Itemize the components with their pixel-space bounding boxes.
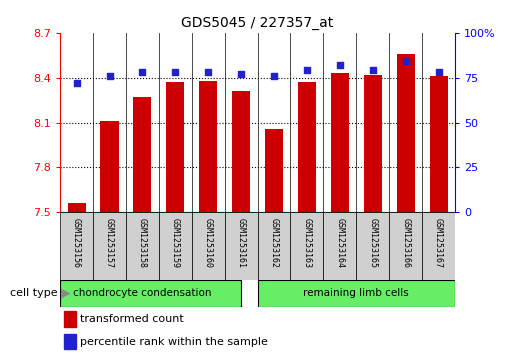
Point [369, 68, 377, 73]
Text: GSM1253163: GSM1253163 [302, 218, 311, 268]
Bar [363, 74, 382, 212]
Bar [199, 81, 217, 212]
Text: GSM1253159: GSM1253159 [171, 218, 180, 268]
Point [72, 80, 81, 86]
Bar [93, 212, 126, 280]
Point [105, 73, 113, 79]
Bar [60, 212, 93, 280]
Bar [257, 280, 455, 307]
Point [138, 69, 146, 75]
Bar [64, 334, 76, 349]
Bar [257, 212, 290, 280]
Bar [159, 212, 192, 280]
Point [171, 69, 179, 75]
Point [237, 71, 245, 77]
Bar [60, 280, 241, 307]
Text: GSM1253158: GSM1253158 [138, 218, 147, 268]
Point [435, 69, 443, 75]
Text: remaining limb cells: remaining limb cells [303, 288, 409, 298]
Text: GSM1253156: GSM1253156 [72, 218, 81, 268]
Text: GSM1253166: GSM1253166 [401, 218, 410, 268]
Bar [100, 121, 119, 212]
Bar [133, 97, 152, 212]
Text: GSM1253167: GSM1253167 [434, 218, 443, 268]
Bar [429, 76, 448, 212]
Text: GSM1253160: GSM1253160 [204, 218, 213, 268]
Bar [265, 129, 283, 212]
Bar [396, 54, 415, 212]
Bar [422, 212, 455, 280]
Text: GSM1253161: GSM1253161 [236, 218, 246, 268]
Bar [323, 212, 356, 280]
Text: GSM1253157: GSM1253157 [105, 218, 114, 268]
Bar [126, 212, 159, 280]
Bar [192, 212, 225, 280]
Bar [331, 73, 349, 212]
Point [270, 73, 278, 79]
Bar [64, 311, 76, 327]
Point [402, 58, 410, 64]
Bar [389, 212, 422, 280]
Text: GSM1253164: GSM1253164 [335, 218, 344, 268]
Bar [166, 82, 185, 212]
Point [303, 68, 311, 73]
Text: cell type: cell type [10, 288, 58, 298]
Text: GSM1253165: GSM1253165 [368, 218, 377, 268]
Bar [232, 91, 250, 212]
Bar [356, 212, 389, 280]
Bar [290, 212, 323, 280]
Bar [225, 212, 257, 280]
Text: percentile rank within the sample: percentile rank within the sample [80, 337, 268, 347]
Title: GDS5045 / 227357_at: GDS5045 / 227357_at [181, 16, 334, 30]
Text: GSM1253162: GSM1253162 [269, 218, 279, 268]
Bar [298, 82, 316, 212]
Text: ▶: ▶ [61, 287, 71, 299]
Point [336, 62, 344, 68]
Text: chondrocyte condensation: chondrocyte condensation [73, 288, 212, 298]
Bar [67, 203, 86, 212]
Text: transformed count: transformed count [80, 314, 184, 324]
Point [204, 69, 212, 75]
